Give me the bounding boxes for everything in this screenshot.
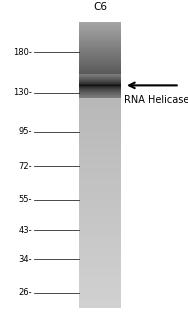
Text: 34-: 34- <box>19 255 32 264</box>
Text: 95-: 95- <box>19 127 32 136</box>
Text: RNA Helicase A: RNA Helicase A <box>124 95 188 105</box>
Text: C6: C6 <box>93 3 107 13</box>
Text: 55-: 55- <box>19 195 32 204</box>
Text: 72-: 72- <box>19 162 32 171</box>
Text: 26-: 26- <box>19 288 32 297</box>
Text: 130-: 130- <box>14 88 32 97</box>
Text: 180-: 180- <box>14 48 32 57</box>
Text: 43-: 43- <box>19 225 32 235</box>
